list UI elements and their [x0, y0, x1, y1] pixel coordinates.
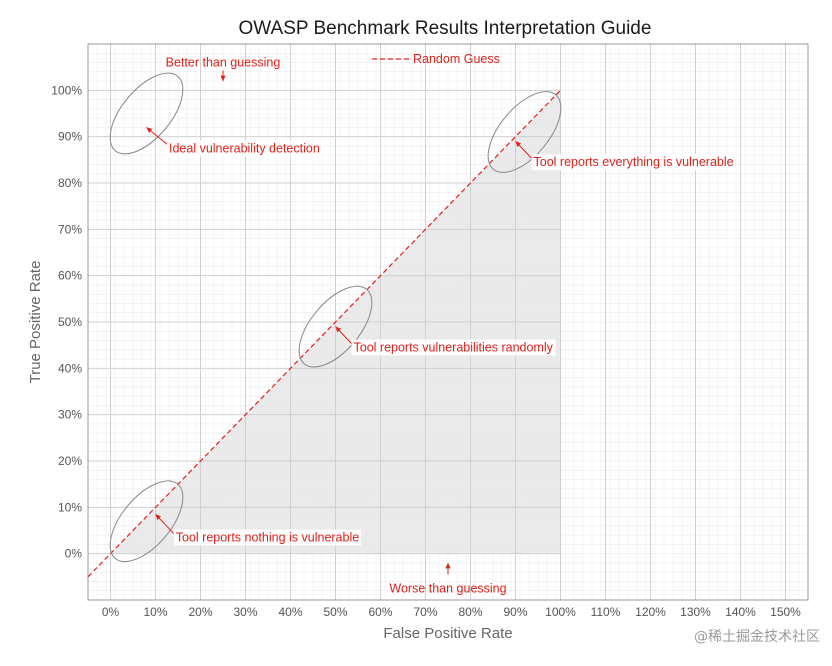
y-axis-label: True Positive Rate [27, 261, 44, 384]
chart-title: OWASP Benchmark Results Interpretation G… [239, 18, 652, 39]
x-tick-label: 30% [233, 605, 257, 619]
annotation-label-background [173, 529, 362, 546]
y-tick-label: 70% [58, 222, 82, 236]
annotation-label: Tool reports vulnerabilities randomly [354, 340, 554, 354]
annotation-arrow-head [146, 127, 153, 133]
x-tick-label: 100% [545, 605, 576, 619]
watermark-text: @稀土掘金技术社区 [694, 629, 820, 645]
y-tick-label: 10% [58, 500, 82, 514]
y-tick-label: 0% [65, 547, 83, 561]
y-tick-label: 40% [58, 361, 82, 375]
x-tick-label: 90% [503, 605, 527, 619]
series-line-random-guess [87, 89, 561, 578]
x-tick-label: 60% [368, 605, 392, 619]
x-tick-label: 120% [635, 605, 666, 619]
annotation-label: Ideal vulnerability detection [169, 141, 320, 155]
annotation-label-background [167, 140, 322, 157]
y-tick-label: 80% [58, 176, 82, 190]
x-tick-label: 110% [591, 605, 621, 619]
x-tick-label: 70% [413, 605, 437, 619]
x-tick-label: 80% [458, 605, 482, 619]
y-tick-label: 100% [51, 83, 82, 97]
annotation-arrow-head [335, 326, 342, 333]
plot-border [87, 43, 809, 601]
x-tick-label: 130% [680, 605, 711, 619]
plot-area: 0% 10% 20% 30% 40% 50% 60% 70% 80% 90% 100% 110% 120… [51, 43, 809, 619]
highlight-ellipse [487, 91, 562, 173]
x-tick-label: 20% [188, 605, 212, 619]
annotation-arrow-head [445, 562, 451, 569]
x-tick-label: 0% [102, 605, 120, 619]
x-tick-label: 40% [278, 605, 302, 619]
x-tick-label: 10% [143, 605, 167, 619]
annotation-arrow-head [515, 141, 522, 148]
annotation-label-background [531, 154, 736, 171]
annotation-arrow-head [155, 514, 162, 520]
highlight-ellipse [109, 480, 184, 563]
annotation-label: Better than guessing [166, 56, 281, 70]
annotation-label: Tool reports everything is vulnerable [534, 155, 734, 169]
y-tick-label: 20% [58, 454, 82, 468]
y-tick-label: 60% [58, 269, 82, 283]
annotation-label-background [351, 339, 556, 356]
highlight-ellipse [109, 72, 184, 155]
y-tick-label: 50% [58, 315, 82, 329]
annotation-arrow-head [220, 75, 226, 82]
y-tick-label: 30% [58, 408, 82, 422]
legend-label-random-guess: Random Guess [413, 52, 500, 66]
annotation-label: Worse than guessing [389, 581, 506, 595]
annotation-label: Tool reports nothing is vulnerable [176, 530, 359, 544]
y-tick-label: 90% [58, 130, 82, 144]
x-tick-label: 140% [725, 605, 756, 619]
x-tick-label: 150% [770, 605, 801, 619]
x-axis-label: False Positive Rate [383, 625, 512, 642]
x-tick-label: 50% [323, 605, 347, 619]
